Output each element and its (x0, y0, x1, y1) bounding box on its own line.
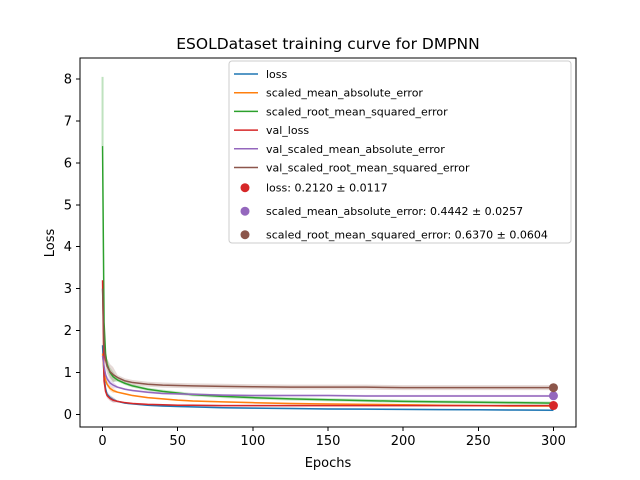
final-marker (548, 391, 558, 401)
legend-frame (228, 60, 572, 244)
legend-label: scaled_root_mean_squared_error: 0.6370 ±… (266, 229, 548, 242)
series-line (101, 355, 554, 397)
x-tick-label: 0 (98, 434, 106, 449)
y-tick-label: 1 (64, 366, 72, 381)
chart-title: ESOLDataset training curve for DMPNN (176, 35, 480, 53)
y-axis: 0 1 2 3 4 5 6 7 8 (64, 72, 80, 423)
x-tick-label: 100 (240, 434, 265, 449)
y-tick-label: 0 (64, 408, 72, 423)
x-axis: 0 50 100 150 200 250 300 (98, 427, 566, 449)
legend-label: scaled_root_mean_squared_error (266, 105, 448, 118)
x-tick-label: 300 (541, 434, 566, 449)
y-tick-label: 5 (64, 198, 72, 213)
legend-marker (240, 206, 250, 216)
series-line (101, 280, 554, 407)
series-band (102, 281, 554, 391)
series-band (102, 352, 554, 398)
legend-marker (240, 183, 250, 193)
y-tick-label: 2 (64, 324, 72, 339)
legend-label: scaled_mean_absolute_error (266, 87, 423, 100)
axes-frame (79, 57, 577, 428)
x-tick-label: 50 (169, 434, 186, 449)
final-marker (548, 383, 558, 393)
y-tick-label: 8 (64, 72, 72, 87)
final-marker (548, 401, 558, 411)
x-axis-title: Epochs (305, 456, 352, 471)
x-tick-label: 200 (391, 434, 416, 449)
y-axis-title: Loss (43, 229, 58, 258)
legend-label: val_scaled_root_mean_squared_error (266, 162, 470, 175)
y-tick-label: 3 (64, 282, 72, 297)
legend-label: val_loss (266, 124, 309, 137)
legend-label: loss: 0.2120 ± 0.0117 (266, 182, 388, 195)
x-tick-label: 150 (316, 434, 341, 449)
legend: loss scaled_mean_absolute_error scaled_roo… (228, 60, 572, 244)
series-line (101, 288, 554, 389)
legend-label: scaled_mean_absolute_error: 0.4442 ± 0.0… (266, 205, 523, 218)
legend-label: val_scaled_mean_absolute_error (266, 143, 445, 156)
legend-marker (240, 230, 250, 240)
y-tick-label: 6 (64, 156, 72, 171)
x-tick-label: 250 (466, 434, 491, 449)
plot-area (101, 76, 558, 412)
legend-label: loss (266, 68, 288, 81)
y-tick-label: 7 (64, 114, 72, 129)
y-tick-label: 4 (64, 240, 72, 255)
